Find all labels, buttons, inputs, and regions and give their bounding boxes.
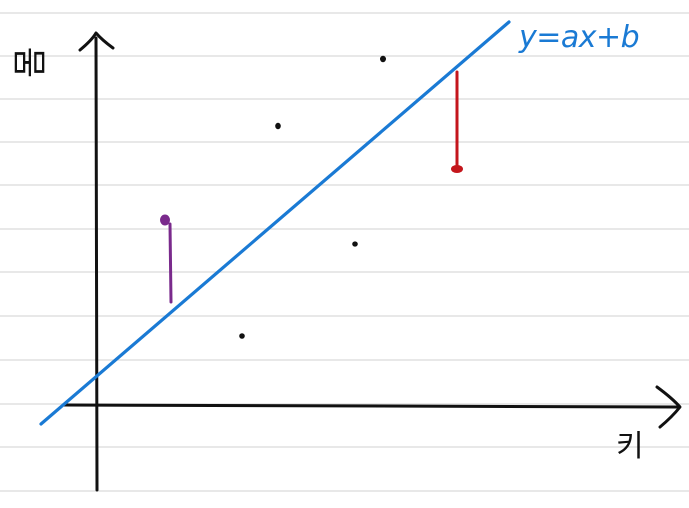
ruled-lines (0, 12, 689, 492)
data-point (160, 214, 170, 226)
data-points (239, 55, 386, 339)
residual-line (168, 222, 173, 304)
data-point (451, 165, 463, 173)
residual-negative (451, 70, 463, 173)
data-point (380, 55, 386, 63)
y-axis (94, 36, 99, 492)
arrow-right-icon (655, 385, 682, 429)
regression-equation: y=ax+b (519, 20, 640, 55)
data-point (239, 333, 245, 339)
x-axis (62, 403, 680, 409)
arrow-up-icon (78, 31, 115, 52)
data-point (352, 241, 358, 247)
residual-positive (160, 214, 173, 304)
y-axis-label: 몸 (11, 46, 51, 78)
data-point (275, 122, 281, 130)
x-axis-label: 키 (616, 429, 644, 464)
regression-line (39, 20, 511, 426)
